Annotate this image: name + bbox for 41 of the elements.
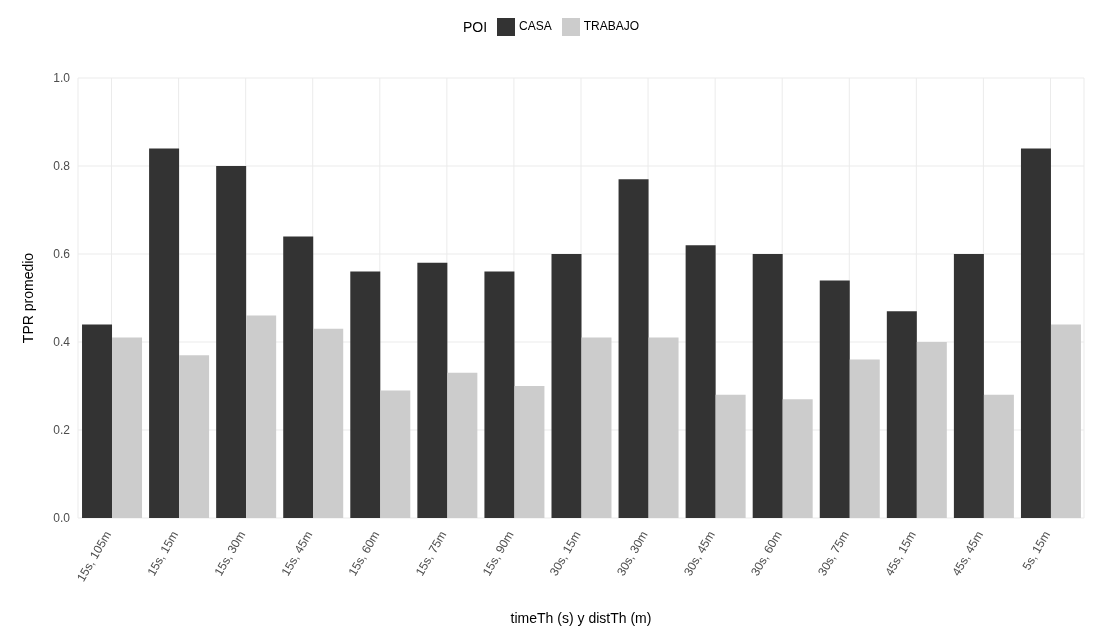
y-axis-title: TPR promedio	[19, 252, 36, 344]
x-axis-title: timeTh (s) y distTh (m)	[510, 610, 652, 626]
bar	[149, 148, 180, 518]
y-tick-label: 0.6	[53, 247, 71, 262]
legend-label: TRABAJO	[583, 18, 640, 33]
legend-label: CASA	[519, 18, 552, 33]
bar	[1050, 324, 1081, 518]
bar	[685, 245, 716, 518]
bar	[715, 394, 746, 518]
y-tick-label: 1.0	[53, 71, 71, 86]
bar	[648, 337, 679, 518]
bar	[953, 254, 984, 518]
bar	[417, 262, 448, 518]
bar	[313, 328, 344, 518]
bar	[82, 324, 113, 518]
bar	[581, 337, 612, 518]
bar	[849, 359, 880, 518]
legend-title: POI	[462, 19, 488, 35]
bar	[447, 372, 478, 518]
bar	[350, 271, 381, 518]
bar	[179, 355, 210, 518]
bar	[216, 166, 247, 518]
bar	[752, 254, 783, 518]
bar	[886, 311, 917, 518]
bar	[514, 386, 545, 518]
bar	[618, 179, 649, 518]
bar	[916, 342, 947, 518]
bar	[983, 394, 1014, 518]
y-tick-label: 0.2	[53, 423, 71, 438]
bar	[1020, 148, 1051, 518]
y-tick-label: 0.8	[53, 159, 71, 174]
y-tick-label: 0.0	[53, 511, 71, 526]
bar	[819, 280, 850, 518]
bar	[551, 254, 582, 518]
bar	[246, 315, 277, 518]
y-tick-label: 0.4	[53, 335, 71, 350]
bar	[782, 399, 813, 518]
bar	[283, 236, 314, 518]
bar	[380, 390, 411, 518]
bar	[112, 337, 143, 518]
bar	[484, 271, 515, 518]
